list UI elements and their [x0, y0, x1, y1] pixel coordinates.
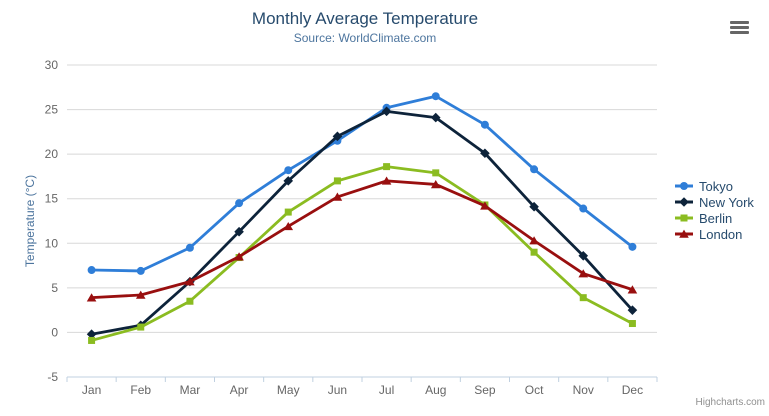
- data-point-tokyo[interactable]: [136, 266, 145, 275]
- x-axis-label: Sep: [474, 383, 496, 397]
- y-axis-tick-label: 5: [51, 281, 58, 295]
- data-point-new-york[interactable]: [234, 226, 244, 237]
- legend-item-berlin[interactable]: Berlin: [674, 210, 754, 226]
- legend-item-label: Tokyo: [699, 178, 733, 194]
- legend-symbol[interactable]: [680, 214, 688, 222]
- y-axis-tick-label: 0: [51, 325, 58, 339]
- x-axis-label: Aug: [425, 383, 446, 397]
- data-point-new-york[interactable]: [381, 106, 392, 117]
- circle-marker-icon: [675, 182, 693, 190]
- data-point-tokyo[interactable]: [235, 199, 244, 208]
- x-axis-label: Apr: [230, 383, 249, 397]
- series-line-london[interactable]: [90, 179, 634, 300]
- series-line-berlin[interactable]: [90, 165, 634, 342]
- data-point-new-york[interactable]: [578, 250, 589, 261]
- legend-symbol[interactable]: [680, 182, 688, 190]
- legend-item-london[interactable]: London: [674, 226, 754, 242]
- data-point-london[interactable]: [430, 180, 441, 189]
- data-point-london[interactable]: [135, 290, 146, 299]
- data-point-tokyo[interactable]: [579, 204, 588, 213]
- data-point-tokyo[interactable]: [480, 120, 489, 129]
- legend: Tokyo New York Berlin London: [674, 178, 754, 242]
- y-axis-tick-label: -5: [47, 370, 58, 384]
- data-point-london[interactable]: [627, 285, 638, 294]
- data-point-london[interactable]: [381, 176, 392, 185]
- x-axis-label: Jun: [328, 383, 347, 397]
- data-point-new-york[interactable]: [430, 112, 441, 123]
- data-point-tokyo[interactable]: [87, 266, 96, 275]
- data-point-berlin[interactable]: [383, 163, 391, 171]
- data-point-new-york[interactable]: [283, 176, 294, 186]
- data-point-london[interactable]: [480, 201, 490, 210]
- chart-subtitle: Source: WorldClimate.com: [293, 31, 437, 45]
- y-axis-tick-label: 10: [45, 236, 59, 250]
- data-point-berlin[interactable]: [88, 336, 96, 344]
- data-point-berlin[interactable]: [333, 177, 341, 185]
- diamond-marker-icon: [675, 197, 693, 207]
- x-axis-label: Mar: [180, 383, 201, 397]
- data-point-london[interactable]: [86, 293, 97, 302]
- data-point-berlin[interactable]: [628, 320, 636, 328]
- data-point-tokyo[interactable]: [431, 92, 440, 101]
- hamburger-bar: [730, 21, 749, 24]
- y-axis-tick-label: 25: [45, 103, 59, 117]
- data-point-new-york[interactable]: [332, 131, 343, 142]
- data-point-london[interactable]: [283, 221, 294, 231]
- data-point-london[interactable]: [529, 236, 539, 245]
- chart-title: Monthly Average Temperature: [251, 9, 479, 28]
- data-point-tokyo[interactable]: [628, 242, 637, 251]
- x-axis-label: Jan: [82, 383, 101, 397]
- y-axis-tick-label: 15: [45, 192, 59, 206]
- x-axis-label: Nov: [573, 383, 594, 397]
- x-axis-label: Dec: [622, 383, 643, 397]
- hamburger-bar: [730, 26, 749, 29]
- legend-item-tokyo[interactable]: Tokyo: [674, 178, 754, 194]
- legend-item-label: Berlin: [699, 210, 733, 226]
- data-point-new-york[interactable]: [529, 201, 539, 212]
- legend-item-new-york[interactable]: New York: [674, 194, 754, 210]
- data-point-tokyo[interactable]: [185, 243, 194, 252]
- x-axis-label: May: [277, 383, 300, 397]
- square-marker-icon: [675, 214, 693, 222]
- data-point-berlin[interactable]: [432, 169, 440, 177]
- series-line-new-york[interactable]: [90, 109, 634, 336]
- y-axis-tick-label: 30: [45, 58, 59, 72]
- hamburger-menu-button[interactable]: [730, 21, 749, 34]
- data-point-london[interactable]: [578, 269, 589, 278]
- legend-symbol[interactable]: [679, 229, 689, 238]
- y-axis-title: Temperature (°C): [23, 174, 37, 268]
- data-point-london[interactable]: [234, 252, 244, 261]
- credits-link[interactable]: Highcharts.com: [695, 397, 765, 408]
- hamburger-bar: [730, 31, 749, 34]
- y-axis-tick-label: 20: [45, 147, 59, 161]
- x-axis-label: Jul: [379, 383, 394, 397]
- data-point-tokyo[interactable]: [284, 166, 293, 175]
- data-point-tokyo[interactable]: [530, 165, 539, 174]
- x-axis-label: Oct: [525, 383, 544, 397]
- data-point-berlin[interactable]: [579, 294, 587, 302]
- data-point-new-york[interactable]: [480, 148, 490, 159]
- data-point-new-york[interactable]: [86, 329, 97, 340]
- data-point-london[interactable]: [185, 277, 195, 286]
- data-point-berlin[interactable]: [284, 208, 292, 216]
- x-axis-label: Feb: [130, 383, 151, 397]
- data-point-berlin[interactable]: [186, 297, 194, 305]
- data-point-berlin[interactable]: [530, 248, 538, 256]
- legend-item-label: London: [699, 226, 743, 242]
- triangle-marker-icon: [675, 229, 693, 238]
- legend-item-label: New York: [699, 194, 754, 210]
- legend-symbol[interactable]: [679, 197, 689, 207]
- data-point-new-york[interactable]: [627, 305, 638, 315]
- data-point-berlin[interactable]: [137, 323, 145, 331]
- data-point-london[interactable]: [332, 192, 343, 201]
